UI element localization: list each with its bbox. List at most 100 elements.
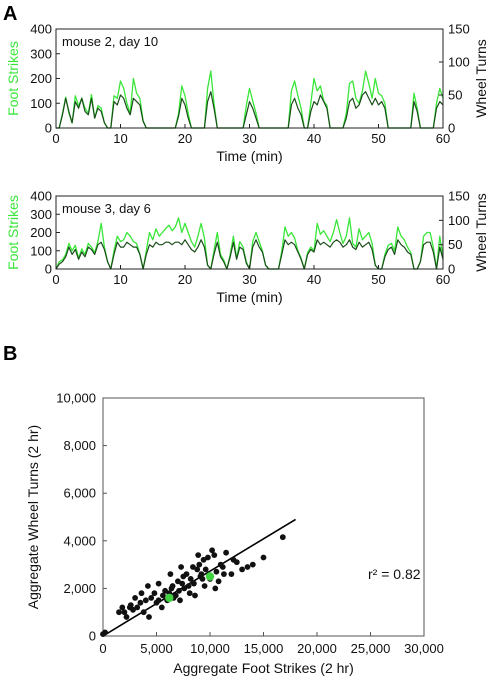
scatter-point — [176, 587, 182, 594]
scatter-point — [186, 590, 193, 597]
y-tick-label: 2,000 — [63, 581, 96, 596]
x-tick-label: 30,000 — [404, 641, 444, 656]
y-right-tick-label: 0 — [448, 262, 455, 277]
scatter-point — [221, 571, 227, 577]
x-tick-label: 60 — [436, 272, 450, 287]
scatter-point — [181, 585, 188, 592]
scatter-point — [191, 580, 197, 587]
scatter-point — [121, 609, 128, 616]
scatter-point — [209, 547, 216, 554]
scatter-point — [192, 592, 198, 599]
scatter-point — [177, 597, 183, 604]
scatter-point — [212, 585, 219, 592]
foot-strikes-wheel-turns-chart-mouse-3: 0 10 20 30 40 50 600100200300400050100150Time … — [5, 189, 489, 306]
x-tick-label: 0 — [52, 131, 59, 146]
x-tick-label: 20 — [178, 272, 192, 287]
y-left-tick-label: 100 — [30, 96, 52, 111]
x-axis-label: Aggregate Foot Strikes (2 hr) — [173, 660, 354, 676]
y-right-tick-label: 100 — [448, 55, 470, 70]
scatter-point — [202, 566, 209, 573]
y-left-tick-label: 0 — [45, 121, 52, 136]
scatter-point — [219, 564, 226, 570]
scatter-point — [190, 564, 196, 570]
scatter-point — [195, 552, 202, 558]
aggregate-scatter-chart: 0 5,000 10,000 15,000 20,000 25,000 30,000 0 2,0… — [25, 391, 444, 677]
x-tick-label: 10 — [113, 131, 127, 146]
scatter-point — [279, 534, 286, 541]
y-right-tick-label: 50 — [448, 237, 462, 252]
scatter-point — [211, 552, 218, 558]
y-tick-label: 0 — [89, 629, 96, 644]
scatter-point — [116, 609, 122, 616]
x-tick-label: 40 — [307, 131, 321, 146]
scatter-point — [130, 606, 136, 613]
scatter-point — [194, 566, 201, 573]
scatter-point — [142, 597, 149, 604]
scatter-point — [196, 561, 203, 568]
y-right-axis-label: Wheel Turns — [473, 193, 489, 272]
chart-annotation: mouse 2, day 10 — [62, 34, 158, 49]
series-line-foot-strikes — [56, 70, 444, 129]
scatter-point — [140, 609, 147, 616]
y-left-tick-label: 200 — [30, 71, 52, 86]
y-tick-label: 8,000 — [63, 438, 96, 453]
scatter-point — [167, 571, 174, 577]
scatter-point — [198, 571, 205, 577]
x-tick-label: 60 — [436, 131, 450, 146]
scatter-point — [134, 604, 141, 611]
x-axis-label: Time (min) — [216, 289, 282, 305]
x-tick-label: 15,000 — [244, 641, 284, 656]
scatter-point — [160, 592, 166, 599]
y-tick-label: 4,000 — [63, 533, 96, 548]
scatter-point — [205, 554, 211, 561]
series-line-wheel-turns — [56, 91, 444, 129]
scatter-point — [138, 590, 145, 597]
scatter-point — [119, 604, 126, 611]
foot-strikes-wheel-turns-chart-mouse-2: 0 10 20 30 40 50 600100200300400050100150Time … — [5, 22, 489, 165]
scatter-point — [230, 556, 237, 563]
scatter-point — [215, 578, 222, 585]
y-left-tick-label: 0 — [45, 262, 52, 277]
scatter-point — [175, 578, 181, 585]
scatter-point — [169, 583, 176, 589]
x-tick-label: 25,000 — [351, 641, 391, 656]
scatter-point — [148, 595, 155, 601]
scatter-point — [183, 571, 190, 577]
y-right-tick-label: 150 — [448, 22, 470, 37]
x-tick-label: 10 — [113, 272, 127, 287]
scatter-point — [145, 583, 151, 589]
scatter-point — [200, 556, 207, 563]
y-right-tick-label: 100 — [448, 213, 470, 228]
panel-label-a: A — [3, 3, 17, 25]
series-line-foot-strikes — [55, 217, 444, 270]
scatter-point — [213, 568, 220, 575]
scatter-point — [102, 629, 108, 636]
y-tick-label: 10,000 — [56, 391, 96, 406]
y-left-tick-label: 300 — [30, 207, 52, 222]
x-tick-label: 0 — [52, 272, 59, 287]
scatter-point — [123, 614, 130, 620]
x-tick-label: 30 — [242, 272, 256, 287]
x-tick-label: 20,000 — [297, 641, 337, 656]
x-tick-label: 0 — [99, 641, 106, 656]
x-tick-label: 5,000 — [140, 641, 173, 656]
scatter-point — [179, 580, 186, 587]
highlight-point — [165, 593, 174, 603]
scatter-point — [155, 580, 162, 587]
scatter-point — [260, 554, 267, 561]
scatter-point — [172, 592, 179, 599]
x-tick-label: 50 — [371, 272, 385, 287]
scatter-point — [185, 583, 192, 589]
scatter-point — [158, 604, 165, 611]
y-axis-label: Aggregate Wheel Turns (2 hr) — [25, 425, 41, 609]
scatter-point — [127, 602, 134, 608]
scatter-point — [239, 566, 246, 573]
y-right-tick-label: 150 — [448, 189, 470, 204]
x-tick-label: 20 — [178, 131, 192, 146]
y-left-tick-label: 400 — [30, 22, 52, 37]
scatter-point — [187, 576, 194, 582]
scatter-point — [244, 564, 251, 570]
scatter-point — [223, 549, 230, 556]
scatter-point — [137, 599, 144, 606]
